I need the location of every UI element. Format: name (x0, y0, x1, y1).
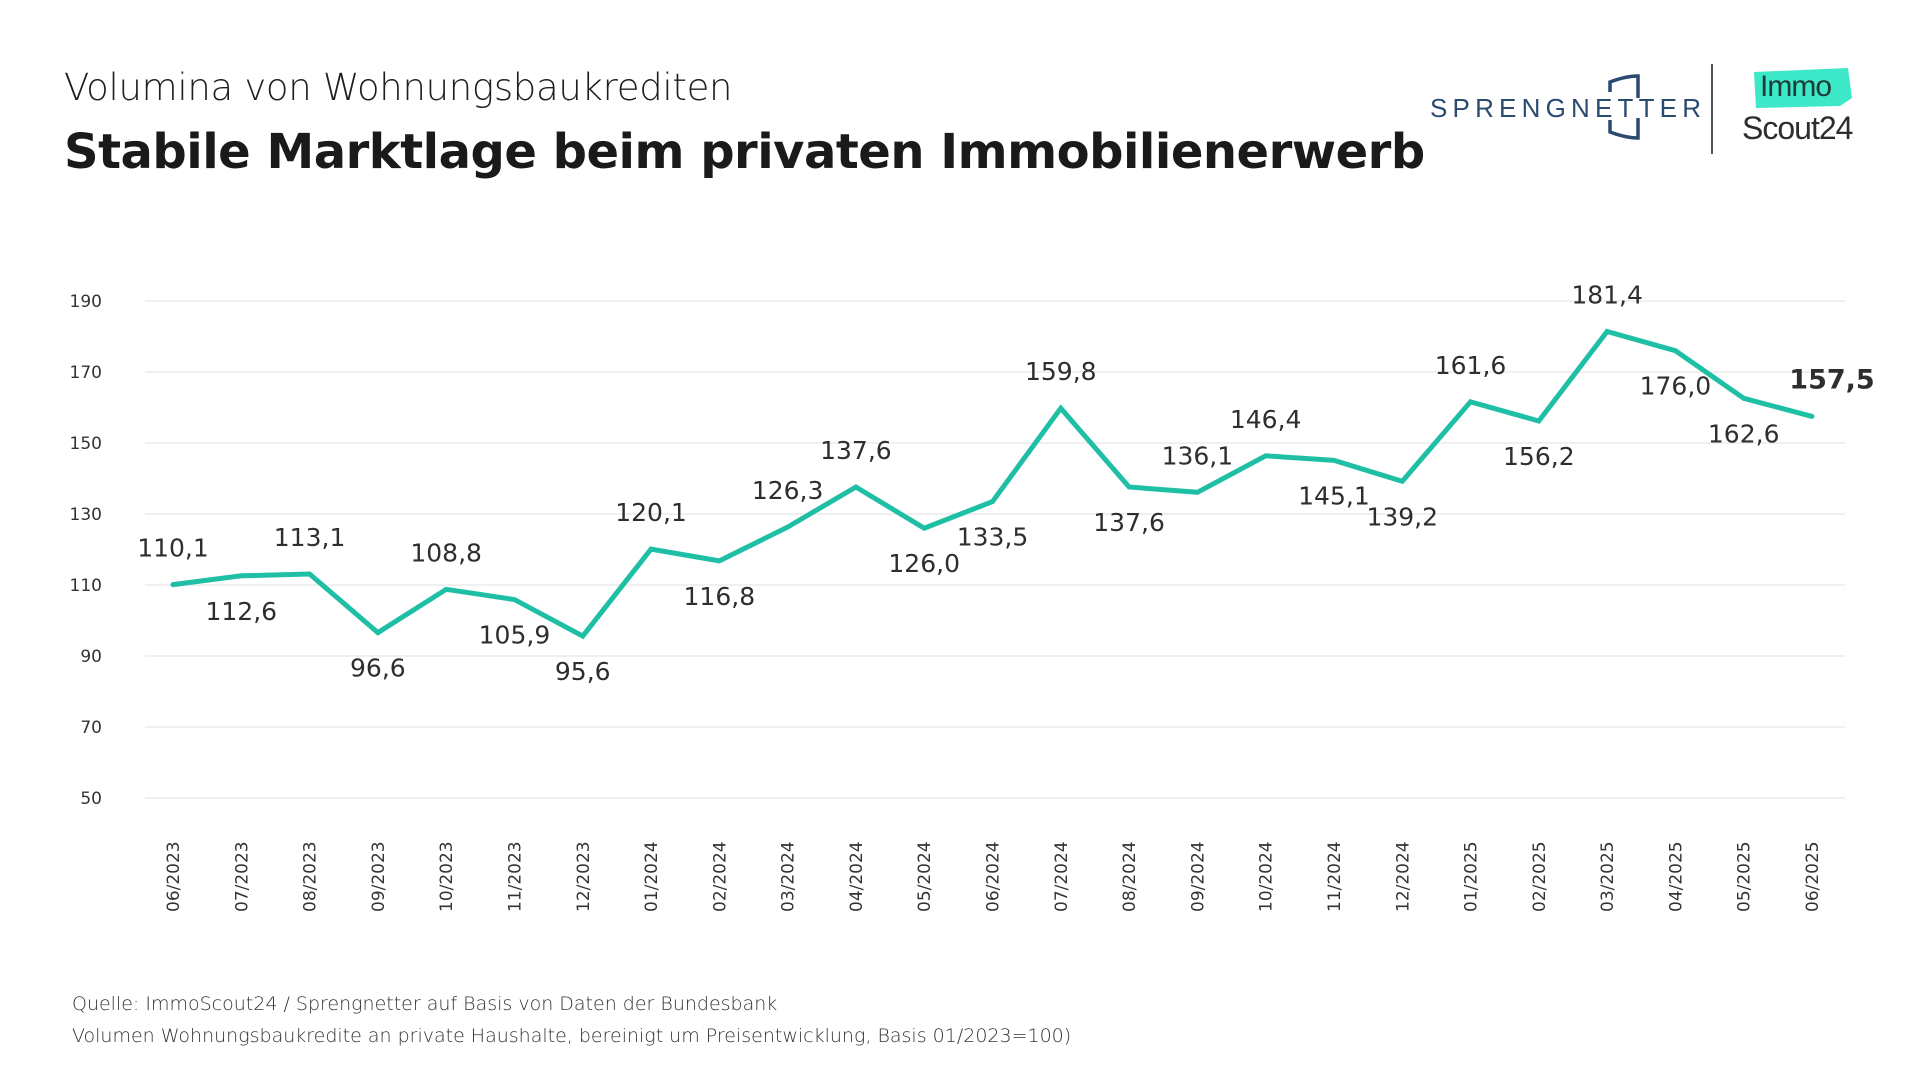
chart-subtitle: Volumina von Wohnungsbaukrediten (64, 66, 733, 109)
y-tick-label: 50 (80, 789, 102, 809)
data-label: 137,6 (820, 436, 892, 465)
y-tick-label: 150 (70, 434, 102, 454)
sprengnetter-bracket-icon (1608, 74, 1640, 140)
x-tick-label: 07/2023 (232, 841, 252, 912)
data-label: 136,1 (1162, 441, 1234, 470)
data-label: 159,8 (1025, 357, 1097, 386)
x-tick-label: 09/2024 (1188, 841, 1208, 912)
data-label: 120,1 (615, 498, 687, 527)
x-tick-label: 08/2024 (1120, 841, 1140, 912)
x-tick-label: 06/2024 (984, 841, 1004, 912)
data-label: 157,5 (1789, 364, 1874, 395)
data-label: 139,2 (1366, 502, 1438, 531)
y-tick-label: 170 (70, 363, 102, 383)
logo-divider (1711, 64, 1713, 154)
data-label: 116,8 (684, 582, 756, 611)
data-label: 105,9 (479, 621, 551, 650)
data-label: 156,2 (1503, 442, 1575, 471)
x-tick-label: 12/2023 (574, 841, 594, 912)
data-label: 145,1 (1298, 481, 1370, 510)
sprengnetter-logo: SPRENGNETTER (1430, 93, 1707, 123)
x-tick-label: 08/2023 (301, 841, 321, 912)
data-label: 176,0 (1640, 372, 1712, 401)
line-chart: 50 70 90 110 130 150 170 190 06/2023 07/2023 08/2… (70, 281, 1875, 912)
x-tick-label: 03/2024 (779, 841, 799, 912)
x-tick-label: 11/2023 (505, 841, 525, 912)
x-tick-label: 06/2023 (164, 841, 184, 912)
y-tick-label: 190 (70, 292, 102, 312)
immo-badge-icon (1754, 68, 1852, 108)
data-label: 181,4 (1571, 281, 1643, 310)
chart-title: Stabile Marktlage beim privaten Immobili… (64, 124, 1425, 180)
data-label: 108,8 (410, 538, 482, 567)
data-label: 161,6 (1435, 351, 1507, 380)
x-tick-label: 02/2024 (710, 841, 730, 912)
y-axis-ticks: 50 70 90 110 130 150 170 190 (70, 292, 102, 809)
y-tick-label: 70 (80, 718, 102, 738)
x-tick-label: 04/2025 (1666, 841, 1686, 912)
x-tick-label: 01/2024 (642, 841, 662, 912)
x-tick-label: 04/2024 (847, 841, 867, 912)
logo-area: SPRENGNETTER Immo Scout24 (1420, 60, 1890, 160)
data-label: 133,5 (957, 523, 1029, 552)
data-label: 146,4 (1230, 405, 1302, 434)
x-tick-label: 10/2024 (1257, 841, 1277, 912)
gridlines (145, 300, 1845, 799)
x-tick-label: 09/2023 (369, 841, 389, 912)
x-tick-label: 10/2023 (437, 841, 457, 912)
data-line (170, 328, 1815, 640)
data-label: 96,6 (350, 654, 406, 683)
x-tick-label: 12/2024 (1393, 841, 1413, 912)
x-tick-label: 05/2024 (915, 841, 935, 912)
x-tick-label: 07/2024 (1052, 841, 1072, 912)
y-tick-label: 90 (80, 647, 102, 667)
data-label: 126,3 (752, 476, 824, 505)
data-labels: 110,1 112,6 113,1 96,6 108,8 105,995,6 120,1 11… (137, 281, 1874, 687)
data-label: 126,0 (888, 549, 960, 578)
data-label: 137,6 (1093, 508, 1165, 537)
data-label: 110,1 (137, 534, 209, 563)
data-label: 162,6 (1708, 419, 1780, 448)
data-label: 95,6 (555, 657, 611, 686)
x-tick-label: 01/2025 (1462, 841, 1482, 912)
x-tick-label: 02/2025 (1530, 841, 1550, 912)
footer-note: Volumen Wohnungsbaukredite an private Ha… (72, 1025, 1072, 1047)
footer-source: Quelle: ImmoScout24 / Sprengnetter auf B… (72, 993, 778, 1015)
data-label: 112,6 (206, 597, 278, 626)
scout24-logo-text: Scout24 (1742, 110, 1853, 146)
immo-logo-text: Immo (1760, 70, 1832, 103)
x-tick-label: 11/2024 (1325, 841, 1345, 912)
x-tick-label: 05/2025 (1735, 841, 1755, 912)
x-tick-label: 03/2025 (1598, 841, 1618, 912)
x-axis-ticks: 06/2023 07/2023 08/2023 09/2023 10/2023 11/20… (164, 841, 1823, 912)
data-label: 113,1 (274, 523, 346, 552)
y-tick-label: 130 (70, 505, 102, 525)
series-line (170, 328, 1815, 640)
x-tick-label: 06/2025 (1803, 841, 1823, 912)
y-tick-label: 110 (70, 576, 102, 596)
